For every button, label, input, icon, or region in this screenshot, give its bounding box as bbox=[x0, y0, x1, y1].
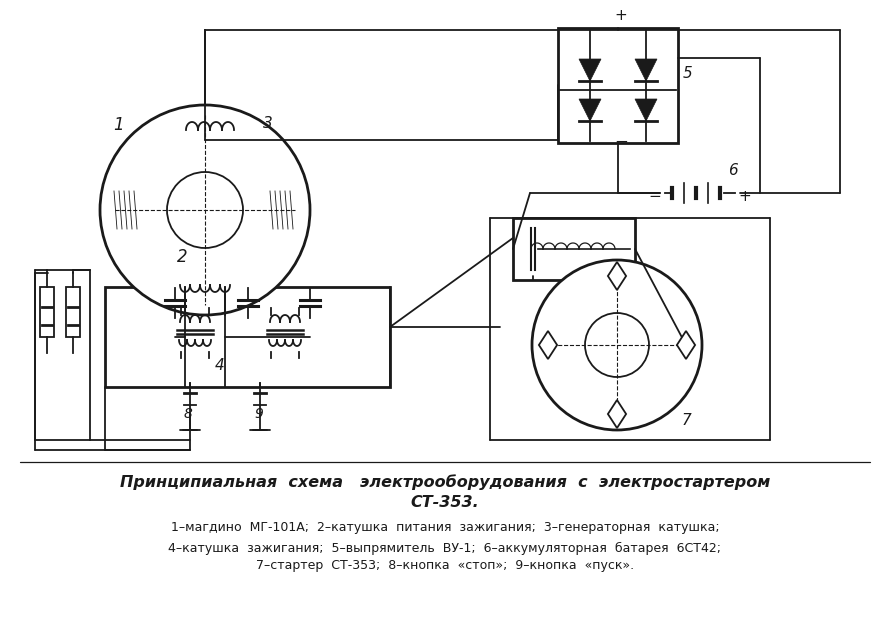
Circle shape bbox=[585, 313, 649, 377]
Polygon shape bbox=[635, 99, 657, 121]
Text: 6: 6 bbox=[728, 163, 738, 178]
Polygon shape bbox=[608, 262, 626, 290]
Text: 1: 1 bbox=[113, 116, 124, 134]
Text: СТ-353.: СТ-353. bbox=[410, 495, 480, 509]
Text: 1–магдино  МГ-101А;  2–катушка  питания  зажигания;  3–генераторная  катушка;: 1–магдино МГ-101А; 2–катушка питания заж… bbox=[171, 522, 719, 535]
Polygon shape bbox=[539, 331, 557, 359]
Text: 7–стартер  СТ-353;  8–кнопка  «стоп»;  9–кнопка  «пуск».: 7–стартер СТ-353; 8–кнопка «стоп»; 9–кно… bbox=[256, 560, 634, 573]
Polygon shape bbox=[635, 59, 657, 81]
Circle shape bbox=[532, 260, 702, 430]
Text: 2: 2 bbox=[177, 248, 188, 266]
Text: 3: 3 bbox=[263, 116, 272, 131]
Text: 8: 8 bbox=[184, 407, 193, 421]
Bar bbox=[558, 28, 678, 143]
Text: −: − bbox=[614, 133, 627, 151]
Text: Принципиальная  схема   электрооборудования  с  электростартером: Принципиальная схема электрооборудования… bbox=[120, 474, 770, 490]
Text: +: + bbox=[739, 189, 751, 204]
Bar bbox=[40, 287, 54, 337]
Polygon shape bbox=[677, 331, 695, 359]
Circle shape bbox=[167, 172, 243, 248]
Text: 7: 7 bbox=[682, 413, 692, 428]
Text: −: − bbox=[649, 189, 661, 204]
Text: +: + bbox=[614, 8, 627, 23]
Polygon shape bbox=[579, 99, 601, 121]
Text: 5: 5 bbox=[683, 66, 692, 81]
Circle shape bbox=[100, 105, 310, 315]
Text: 4–катушка  зажигания;  5–выпрямитель  ВУ-1;  6–аккумуляторная  батарея  6СТ42;: 4–катушка зажигания; 5–выпрямитель ВУ-1;… bbox=[168, 542, 722, 554]
Polygon shape bbox=[579, 59, 601, 81]
Bar bbox=[268, 191, 298, 229]
Bar bbox=[66, 287, 80, 337]
Polygon shape bbox=[608, 400, 626, 428]
Bar bbox=[112, 191, 142, 229]
Bar bbox=[105, 287, 390, 387]
Text: 4: 4 bbox=[215, 358, 225, 373]
Text: 9: 9 bbox=[254, 407, 263, 421]
Bar bbox=[513, 218, 635, 280]
